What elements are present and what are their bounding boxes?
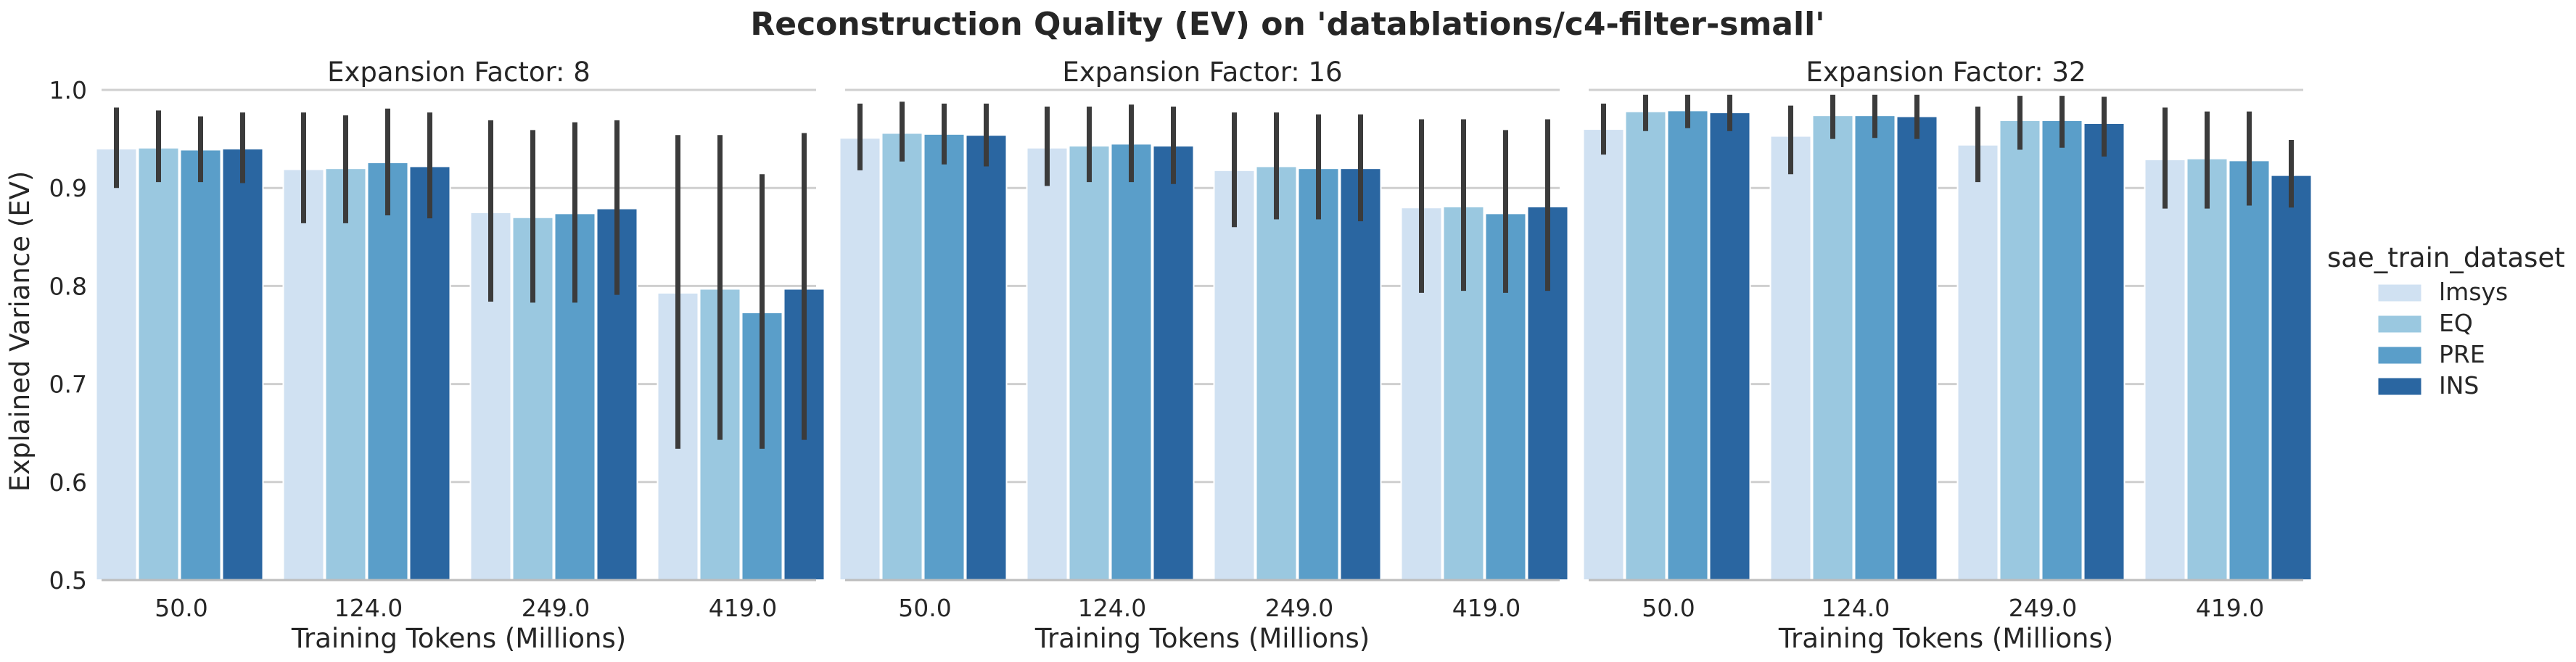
y-tick-label: 0.9	[49, 174, 87, 202]
x-tick-label: 419.0	[1452, 594, 1521, 622]
bar-eq	[1624, 110, 1667, 581]
panel-title: Expansion Factor: 32	[1806, 57, 2086, 88]
bar-pre	[1666, 109, 1709, 581]
bar-eq	[881, 132, 923, 582]
bar-eq	[1811, 115, 1854, 582]
bar-pre	[1297, 167, 1340, 582]
y-tick-label: 0.7	[49, 371, 87, 399]
bar-ins	[1152, 145, 1195, 581]
bar-ins	[965, 134, 1008, 581]
bar-lmsys	[282, 168, 325, 581]
bar-eq	[1255, 165, 1298, 581]
y-tick-label: 0.5	[49, 566, 87, 595]
legend-label: lmsys	[2439, 278, 2508, 306]
bar-pre	[2041, 119, 2083, 582]
x-tick-label: 419.0	[709, 594, 777, 622]
x-tick-label: 249.0	[1265, 594, 1333, 622]
bar-lmsys	[1213, 169, 1256, 581]
bar-lmsys	[95, 148, 138, 581]
y-axis-label: Explained Variance (EV)	[4, 171, 36, 492]
legend-swatch	[2377, 315, 2422, 334]
bar-lmsys	[1026, 146, 1069, 581]
bar-pre	[366, 162, 409, 582]
bar-ins	[1896, 115, 1938, 581]
bar-pre	[923, 133, 966, 581]
legend-title: sae_train_dataset	[2327, 242, 2565, 273]
x-tick-label: 419.0	[2196, 594, 2264, 622]
chart-title: Reconstruction Quality (EV) on 'datablat…	[750, 6, 1824, 43]
x-tick-label: 249.0	[522, 594, 590, 622]
bar-pre	[179, 149, 222, 582]
x-tick-label: 249.0	[2009, 594, 2077, 622]
bar-lmsys	[1956, 144, 1999, 582]
x-axis-label: Training Tokens (Millions)	[1034, 623, 1370, 654]
bar-eq	[324, 167, 367, 582]
bar-eq	[2186, 157, 2229, 581]
bar-lmsys	[1582, 128, 1625, 581]
x-tick-label: 50.0	[898, 594, 951, 622]
bar-ins	[1339, 167, 1382, 582]
legend-label: INS	[2439, 371, 2479, 400]
bar-ins	[2083, 122, 2126, 581]
bar-ins	[408, 165, 451, 581]
panel-1: Expansion Factor: 8 50.0 124.0 249.0 419.0 Tr…	[95, 57, 826, 654]
bar-pre	[2228, 160, 2271, 581]
bar-ins	[1708, 112, 1751, 581]
y-tick-label: 0.8	[49, 272, 87, 300]
x-tick-label: 124.0	[334, 594, 403, 622]
panel-title: Expansion Factor: 16	[1062, 57, 1342, 88]
x-tick-label: 50.0	[1642, 594, 1695, 622]
x-tick-label: 124.0	[1822, 594, 1890, 622]
bar-eq	[1068, 145, 1111, 581]
bar-ins	[221, 148, 264, 581]
panel-2: Expansion Factor: 16 50.0 124.0 249.0 419.0 T…	[839, 57, 1569, 654]
legend-swatch	[2377, 377, 2422, 396]
y-tick-label: 0.6	[49, 468, 87, 497]
legend-swatch	[2377, 346, 2422, 365]
chart-panels: Expansion Factor: 8 50.0 124.0 249.0 419.0 Tr…	[49, 57, 2313, 654]
x-axis-label: Training Tokens (Millions)	[291, 623, 626, 654]
legend: sae_train_dataset lmsys EQ PRE INS	[2327, 242, 2565, 400]
bar-eq	[137, 146, 180, 581]
x-axis-label: Training Tokens (Millions)	[1778, 623, 2113, 654]
x-tick-label: 124.0	[1078, 594, 1146, 622]
bar-pre	[1853, 115, 1896, 582]
bar-lmsys	[839, 137, 881, 582]
bar-eq	[1999, 119, 2041, 582]
bar-ins	[2270, 174, 2313, 581]
bar-lmsys	[1769, 135, 1812, 581]
legend-label: PRE	[2439, 340, 2485, 368]
panel-3: Expansion Factor: 32 50.0 124.0 249.0 419.0 T…	[1582, 57, 2313, 654]
x-tick-label: 50.0	[155, 594, 207, 622]
bar-lmsys	[2144, 158, 2186, 581]
panel-title: Expansion Factor: 8	[327, 57, 590, 88]
y-tick-label: 1.0	[49, 76, 87, 104]
bar-pre	[1110, 143, 1153, 582]
legend-swatch	[2377, 284, 2422, 302]
legend-label: EQ	[2439, 309, 2473, 337]
